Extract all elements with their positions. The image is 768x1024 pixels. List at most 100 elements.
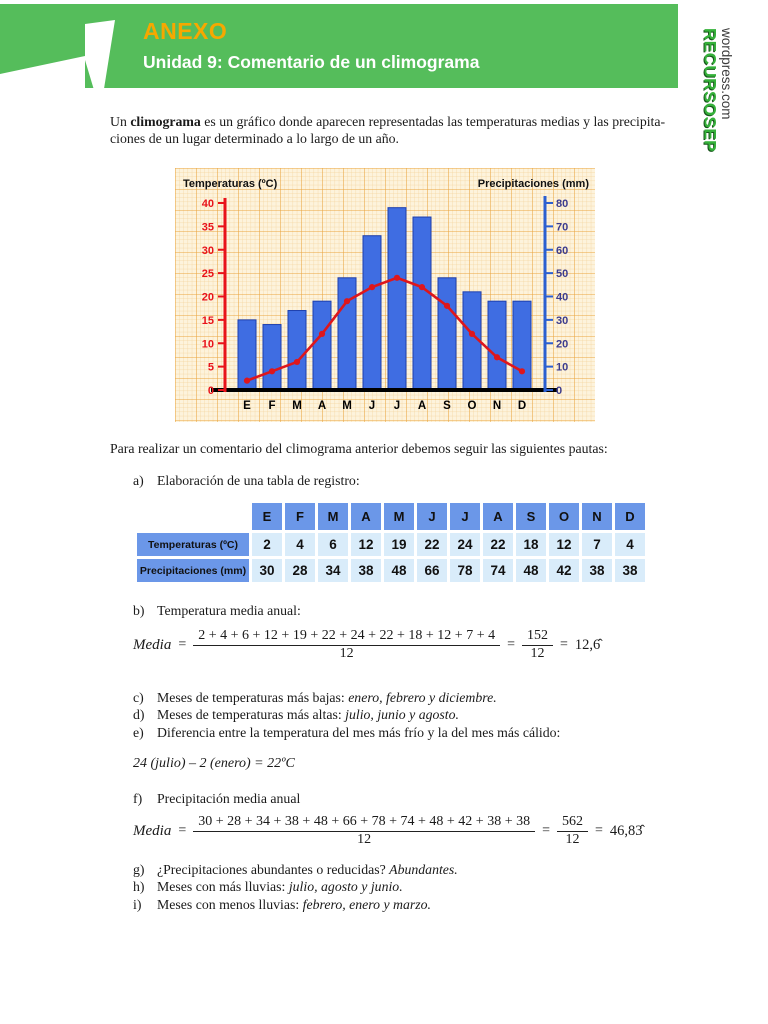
- prec-cell: 30: [252, 559, 282, 582]
- prec-cell: 66: [417, 559, 447, 582]
- list-item-f: f) Precipitación media anual: [133, 791, 301, 806]
- month-label-A-7: A: [418, 400, 426, 412]
- temperature-point-O-9: [468, 330, 476, 337]
- month-header: A: [351, 503, 381, 530]
- precipitation-bar-M-2: [287, 310, 307, 391]
- month-label-J-5: J: [369, 400, 375, 412]
- formula-result: 12,6̂: [574, 636, 601, 653]
- list-ghi: g) ¿Precipitaciones abundantes o reducida…: [133, 861, 458, 913]
- right-axis-tick-label: 80: [556, 198, 568, 210]
- right-axis-tick-label: 60: [556, 245, 568, 257]
- mean-temperature-formula: Media = 2 + 4 + 6 + 12 + 19 + 22 + 24 + …: [133, 628, 601, 663]
- temperature-point-D-11: [518, 368, 526, 375]
- left-axis-tick-label: 10: [202, 338, 214, 350]
- temp-cell: 24: [450, 533, 480, 556]
- banner-green-rect: [0, 4, 678, 88]
- month-label-F-1: F: [268, 400, 275, 412]
- temperature-point-A-3: [318, 330, 326, 337]
- site-logo: RECURSOSEP wordpress.com: [700, 28, 734, 152]
- temperature-point-A-7: [418, 284, 426, 291]
- precipitation-bar-A-3: [312, 300, 332, 391]
- month-header: M: [384, 503, 414, 530]
- temp-cell: 18: [516, 533, 546, 556]
- temperature-point-M-2: [293, 358, 301, 366]
- left-axis-tick-label: 5: [208, 362, 214, 374]
- temperature-point-E-0: [243, 377, 251, 384]
- temp-cell: 7: [582, 533, 612, 556]
- mean-precipitation-formula: Media = 30 + 28 + 34 + 38 + 48 + 66 + 78…: [133, 814, 643, 847]
- right-axis-tick-label: 70: [556, 221, 568, 233]
- prec-cell: 38: [615, 559, 645, 582]
- header-banner: ANEXO Unidad 9: Comentario de un climogr…: [0, 4, 678, 95]
- list-cde: c) Meses de temperaturas más bajas: enero…: [133, 689, 560, 741]
- item-letter: a): [133, 473, 144, 488]
- row-label-precipitations: Precipitaciones (mm): [137, 559, 249, 582]
- right-axis-tick-label: 0: [556, 385, 562, 397]
- precipitation-bar-S-8: [437, 277, 457, 391]
- instructions-paragraph: Para realizar un comentario del climogra…: [110, 441, 608, 456]
- precipitation-bar-N-10: [487, 300, 507, 391]
- climogram-chart: 0 5 10 15 20 25 30 35 40 0 10 20 30 40 50 60 70 80 E F M A M J J…: [175, 168, 595, 422]
- right-axis-tick-label: 20: [556, 338, 568, 350]
- month-header: A: [483, 503, 513, 530]
- temperature-point-M-4: [343, 298, 351, 305]
- month-header: E: [252, 503, 282, 530]
- month-label-J-6: J: [394, 400, 400, 412]
- temperature-point-J-6: [393, 274, 401, 281]
- prec-cell: 34: [318, 559, 348, 582]
- formula-lhs: Media: [133, 636, 172, 653]
- prec-cell: 48: [516, 559, 546, 582]
- data-table: E F M A M J J A S O N D Temperaturas (ºC…: [134, 500, 648, 585]
- month-label-E-0: E: [243, 400, 251, 412]
- prec-cell: 42: [549, 559, 579, 582]
- list-item-c: c) Meses de temperaturas más bajas: enero…: [133, 690, 497, 705]
- formula-lhs: Media: [133, 822, 172, 839]
- fraction-total: 152 12: [522, 628, 553, 663]
- climogram-svg: 0 5 10 15 20 25 30 35 40 0 10 20 30 40 50 60 70 80 E F M A M J J…: [175, 168, 595, 422]
- precipitation-bar-A-7: [412, 216, 432, 391]
- month-label-M-4: M: [342, 400, 352, 412]
- list-item-g: g) ¿Precipitaciones abundantes o reducida…: [133, 862, 458, 877]
- page-title: ANEXO: [143, 18, 228, 44]
- item-letter: b): [133, 603, 145, 618]
- site-logo-host: wordpress.com: [718, 28, 734, 120]
- item-letter: f): [133, 791, 143, 806]
- temp-cell: 22: [417, 533, 447, 556]
- list-item-i: i) Meses con menos lluvias: febrero, ener…: [133, 896, 431, 912]
- right-axis-title: Precipitaciones (mm): [478, 178, 590, 190]
- temp-cell: 2: [252, 533, 282, 556]
- row-label-temperatures: Temperaturas (ºC): [137, 533, 249, 556]
- fraction-sum: 2 + 4 + 6 + 12 + 19 + 22 + 24 + 22 + 18 …: [193, 628, 501, 663]
- right-axis-tick-label: 50: [556, 268, 568, 280]
- list-item-d: d) Meses de temperaturas más altas: julio…: [133, 707, 459, 723]
- temp-cell: 22: [483, 533, 513, 556]
- month-header: N: [582, 503, 612, 530]
- list-item-e: e) Diferencia entre la temperatura del me…: [133, 724, 561, 740]
- formula-result: 46,83̂: [609, 822, 643, 839]
- right-axis-tick-label: 10: [556, 362, 568, 374]
- temperature-point-F-1: [268, 368, 276, 375]
- month-header: J: [450, 503, 480, 530]
- intro-line-1: Un climograma es un gráfico donde aparec…: [110, 114, 666, 129]
- month-header: O: [549, 503, 579, 530]
- left-axis-tick-label: 25: [202, 268, 214, 280]
- left-axis-tick-label: 40: [202, 198, 214, 210]
- list-item-b: b) Temperatura media anual:: [133, 603, 301, 618]
- prec-cell: 38: [351, 559, 381, 582]
- list-item-a: a) Elaboración de una tabla de registro:: [133, 473, 360, 488]
- precipitation-bar-J-5: [362, 235, 382, 391]
- temperature-difference-line: 24 (julio) – 2 (enero) = 22ºC: [133, 756, 295, 771]
- month-label-N-10: N: [493, 400, 501, 412]
- temp-cell: 4: [615, 533, 645, 556]
- left-axis-tick-label: 15: [202, 315, 214, 327]
- temperature-point-N-10: [493, 354, 501, 361]
- month-header: F: [285, 503, 315, 530]
- prec-cell: 38: [582, 559, 612, 582]
- table-row-temperatures: Temperaturas (ºC) 2 4 6 12 19 22 24 22 1…: [137, 533, 645, 556]
- month-label-A-3: A: [318, 400, 326, 412]
- precipitation-bar-F-1: [262, 324, 282, 391]
- chart-plot-area: 0 5 10 15 20 25 30 35 40 0 10 20 30 40 50 60 70 80 E F M A M J J…: [202, 196, 568, 412]
- temperature-line: [246, 276, 523, 382]
- left-axis-tick-label: 35: [202, 221, 214, 233]
